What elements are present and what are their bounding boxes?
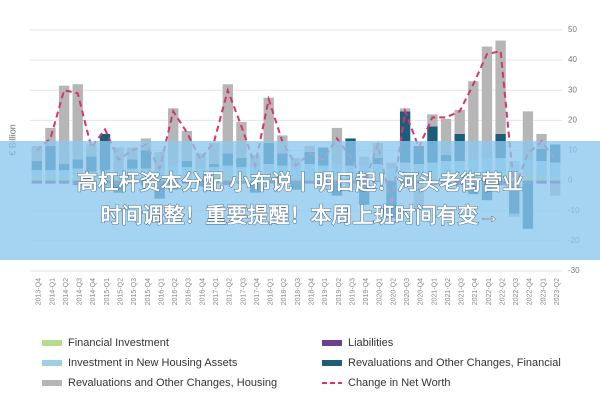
legend-label: Revaluations and Other Changes, Housing: [68, 377, 277, 389]
x-tick-label: 2014-Q1: [49, 278, 56, 305]
legend-swatch: [322, 360, 342, 366]
x-tick-label: 2017-Q3: [240, 278, 247, 305]
bar-segment: [72, 84, 83, 160]
x-tick-label: 2021-Q1: [431, 278, 438, 305]
x-tick-label: 2015-Q3: [131, 278, 138, 305]
y-axis-label: € Billion: [7, 124, 17, 156]
x-tick-label: 2014-Q2: [63, 278, 70, 305]
legend-label: Financial Investment: [68, 337, 169, 349]
x-tick-label: 2022-Q3: [513, 278, 520, 305]
banner-text: 高杠杆资本分配 小布说丨明日起！河头老街营业: [77, 171, 524, 195]
bar-segment: [58, 85, 70, 165]
x-tick-label: 2015-Q1: [104, 278, 111, 305]
y-tick-label: 40: [568, 55, 577, 64]
x-tick-label: 2018-Q2: [281, 278, 288, 305]
x-tick-label: 2019-Q4: [363, 278, 370, 305]
x-tick-label: 2016-Q1: [158, 278, 165, 305]
bar-segment: [481, 46, 493, 159]
x-tick-label: 2013-Q4: [36, 278, 43, 305]
x-tick-label: 2020-Q4: [418, 278, 425, 305]
bar-segment: [427, 114, 438, 127]
legend-swatch: [322, 340, 342, 346]
bar-segment: [522, 111, 534, 160]
x-tick-label: 2016-Q4: [199, 278, 206, 305]
x-tick-label: 2016-Q2: [172, 278, 179, 305]
x-tick-label: 2022-Q1: [486, 278, 493, 305]
legend-label: Change in Net Worth: [348, 377, 451, 389]
legend-swatch: [42, 380, 62, 386]
x-tick-label: 2017-Q4: [254, 278, 261, 305]
y-tick-label: 50: [568, 25, 577, 34]
y-tick-label: 30: [568, 85, 577, 94]
x-tick-label: 2019-Q2: [336, 278, 343, 305]
x-tick-label: 2021-Q2: [445, 278, 452, 305]
x-tick-label: 2022-Q4: [527, 278, 534, 305]
x-tick-label: 2018-Q3: [295, 278, 302, 305]
bar-segment: [263, 97, 274, 143]
bar-segment: [45, 127, 56, 146]
x-tick-label: 2020-Q2: [390, 278, 397, 305]
x-tick-label: 2021-Q3: [459, 278, 466, 305]
legend-label: Investment in New Housing Assets: [68, 357, 238, 369]
x-tick-label: 2022-Q2: [499, 278, 506, 305]
banner: [0, 141, 600, 260]
x-tick-label: 2014-Q3: [77, 278, 84, 305]
legend-label: Revaluations and Other Changes, Financia…: [348, 357, 561, 369]
bar-segment: [168, 108, 179, 166]
legend-label: Liabilities: [348, 337, 394, 349]
legend-swatch: [42, 340, 62, 346]
x-tick-label: 2018-Q1: [268, 278, 275, 305]
x-tick-label: 2017-Q1: [213, 278, 220, 305]
y-tick-label: -30: [568, 266, 580, 275]
bar-segment: [440, 118, 452, 156]
x-tick-label: 2015-Q4: [145, 278, 152, 305]
legend-swatch: [42, 360, 62, 366]
x-tick-label: 2023-Q2: [554, 278, 561, 305]
x-tick-label: 2017-Q2: [227, 278, 234, 305]
banner-text: 时间调整！重要提醒！本周上班时间有变→: [101, 204, 500, 228]
x-tick-label: 2020-Q3: [404, 278, 411, 305]
bar-segment: [399, 111, 411, 163]
x-tick-label: 2023-Q1: [540, 278, 547, 305]
x-tick-label: 2020-Q1: [377, 278, 384, 305]
x-tick-label: 2018-Q4: [308, 278, 315, 305]
x-tick-label: 2019-Q3: [349, 278, 356, 305]
x-tick-label: 2019-Q1: [322, 278, 329, 305]
bar-segment: [236, 121, 247, 159]
bar-segment: [454, 109, 465, 134]
y-tick-label: 20: [568, 115, 577, 124]
x-tick-label: 2016-Q3: [186, 278, 193, 305]
bar-segment: [468, 81, 479, 160]
x-tick-label: 2014-Q4: [90, 278, 97, 305]
bar-segment: [222, 84, 233, 154]
x-tick-label: 2015-Q2: [118, 278, 125, 305]
bar-segment: [495, 40, 506, 134]
x-tick-label: 2021-Q4: [472, 278, 479, 305]
